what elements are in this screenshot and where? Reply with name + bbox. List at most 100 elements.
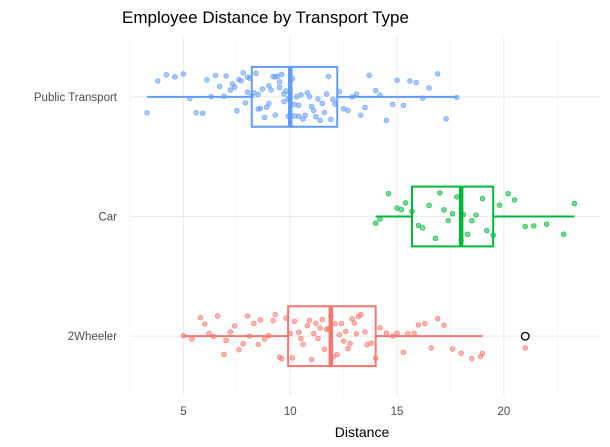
data-point [214,313,221,319]
data-point [394,77,400,83]
data-point [291,101,298,108]
data-point [351,320,358,326]
data-point [227,87,234,93]
data-point [221,93,227,99]
data-point [317,325,323,331]
data-point [358,112,364,118]
data-point [372,355,379,361]
data-point [255,91,261,98]
data-point [469,217,475,224]
data-point [246,75,253,81]
data-point [321,109,328,116]
data-point [202,321,208,327]
data-point [402,200,409,206]
data-point [208,93,214,100]
data-point [511,197,518,203]
data-point [304,322,311,329]
data-point [302,112,308,119]
box-car [375,185,575,248]
data-point [415,322,422,328]
data-point [330,96,336,103]
data-point [231,323,238,329]
data-point [332,320,338,327]
data-point [300,341,306,348]
data-point [332,101,338,107]
data-point [325,73,332,80]
data-point [283,315,289,321]
jitter-points [144,70,578,363]
data-point [505,191,511,197]
data-point [238,78,244,84]
data-point [261,336,268,342]
data-point [315,96,321,102]
data-point [319,100,325,107]
data-point [368,340,375,346]
data-point [278,71,285,78]
data-point [377,92,383,98]
data-point [287,330,293,337]
data-point [434,71,441,77]
x-tick-label: 10 [284,406,297,418]
data-point [236,346,242,353]
data-point [289,355,296,361]
data-point [372,220,379,226]
data-point [272,311,278,318]
data-point [362,104,368,111]
data-point [298,335,304,342]
data-point [325,326,332,332]
data-point [197,315,204,321]
data-point [204,77,210,83]
data-point [409,208,415,215]
data-point [306,317,313,324]
data-point [473,212,479,218]
data-point [560,231,567,237]
data-point [223,337,229,344]
data-point [315,335,321,342]
data-point [390,101,396,108]
data-point [172,74,178,80]
data-point [199,110,206,116]
data-point [522,345,528,351]
data-point [449,210,456,217]
data-point [372,87,379,94]
data-point [187,95,193,102]
data-point [338,320,345,327]
data-point [306,94,313,100]
data-point [272,112,278,118]
data-point [296,329,302,336]
data-point [441,322,447,328]
x-axis: 5 10 15 20 [180,406,510,418]
data-point [246,333,253,339]
data-point [240,341,246,347]
data-point [353,91,360,97]
data-point [434,315,441,322]
data-point [571,200,578,207]
data-point [144,109,150,116]
data-point [266,83,272,89]
data-point [458,237,464,243]
x-axis-title: Distance [335,424,390,440]
data-point [419,225,426,231]
data-point [353,331,360,337]
data-point [413,79,419,86]
data-point [163,71,170,78]
data-point [383,330,390,336]
data-point [255,341,261,348]
data-point [323,91,330,97]
data-point [253,70,259,77]
data-point [313,113,319,120]
data-point [428,345,434,351]
data-point [227,329,234,335]
data-point [479,195,486,202]
data-point [231,84,238,90]
data-point [469,355,475,362]
data-point [313,320,319,327]
data-point [422,320,428,327]
data-point [270,317,276,324]
data-point [206,330,212,337]
data-point [217,83,223,89]
data-point [328,313,334,319]
data-point [240,70,246,76]
data-point [377,216,383,222]
